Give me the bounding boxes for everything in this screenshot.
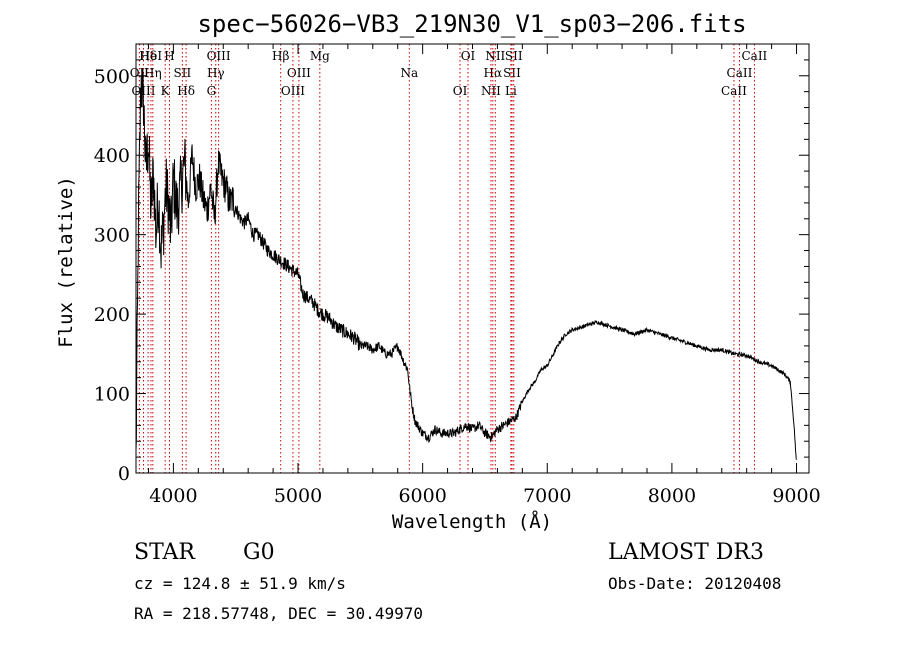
line-marker-label: Hη xyxy=(144,66,162,80)
line-marker-label: CaII xyxy=(727,66,753,80)
line-marker-label: SII xyxy=(174,66,192,80)
plot-frame xyxy=(135,43,810,474)
line-marker-label: Li xyxy=(505,84,517,98)
x-tick-label: 6000 xyxy=(398,485,446,507)
spectrum-series xyxy=(135,68,797,460)
line-marker-label: OIII xyxy=(281,84,305,98)
x-tick-label: 5000 xyxy=(274,485,322,507)
line-marker-label: Na xyxy=(400,66,418,80)
line-marker-label: Hβ xyxy=(272,49,289,63)
y-tick-label: 400 xyxy=(94,145,130,167)
line-marker-label: CaII xyxy=(741,49,767,63)
line-marker-label: NII xyxy=(485,49,505,63)
chart-title: spec−56026−VB3_219N30_V1_sp03−206.fits xyxy=(197,10,746,38)
line-marker-label: CaII xyxy=(721,84,747,98)
y-tick-label: 500 xyxy=(94,66,130,88)
survey-name: LAMOST DR3 xyxy=(608,540,764,565)
line-marker-label: Mg xyxy=(310,49,330,63)
x-tick-label: 7000 xyxy=(523,485,571,507)
x-axis-label: Wavelength (Å) xyxy=(392,510,552,533)
line-marker-label: Hγ xyxy=(207,66,225,80)
line-marker-label: SII xyxy=(503,66,521,80)
spectrum-line xyxy=(135,68,797,460)
line-marker-label: NII xyxy=(481,84,501,98)
coords-text: RA = 218.57748, DEC = 30.49970 xyxy=(134,604,423,623)
line-marker-label: OIII xyxy=(207,49,231,63)
y-tick-label: 100 xyxy=(94,384,130,406)
x-tick-label: 4000 xyxy=(149,485,197,507)
line-marker-label: Hδ xyxy=(177,84,195,98)
line-marker-label: OI xyxy=(461,49,476,63)
obs-date-text: Obs-Date: 20120408 xyxy=(608,574,782,593)
y-axis-label: Flux (relative) xyxy=(55,176,77,348)
line-marker-label: K xyxy=(161,84,171,98)
line-marker-label: SII xyxy=(505,49,523,63)
y-tick-label: 0 xyxy=(118,463,130,485)
line-marker-label: HeI xyxy=(140,49,163,63)
x-tick-label: 8000 xyxy=(648,485,696,507)
y-tick-label: 300 xyxy=(94,225,130,247)
line-marker-label: OIII xyxy=(287,66,311,80)
spectral-line-markers: HδOIIOIIIHeIHηKHSIIHδOIIIHγGHβOIIIOIIIMg… xyxy=(130,44,768,473)
line-marker-label: OII xyxy=(130,66,150,80)
line-marker-label: H xyxy=(164,49,174,63)
line-marker-label: Hα xyxy=(484,66,503,80)
object-class: STAR xyxy=(134,540,195,565)
object-subclass: G0 xyxy=(243,540,275,565)
line-marker-label: OI xyxy=(453,84,468,98)
y-tick-label: 200 xyxy=(94,304,130,326)
redshift-text: cz = 124.8 ± 51.9 km/s xyxy=(134,574,346,593)
x-tick-label: 9000 xyxy=(772,485,820,507)
axes: 4000 5000 6000 7000 8000 9000 0 100 200 300 400 500 xyxy=(94,43,821,507)
line-marker-label: G xyxy=(207,84,217,98)
